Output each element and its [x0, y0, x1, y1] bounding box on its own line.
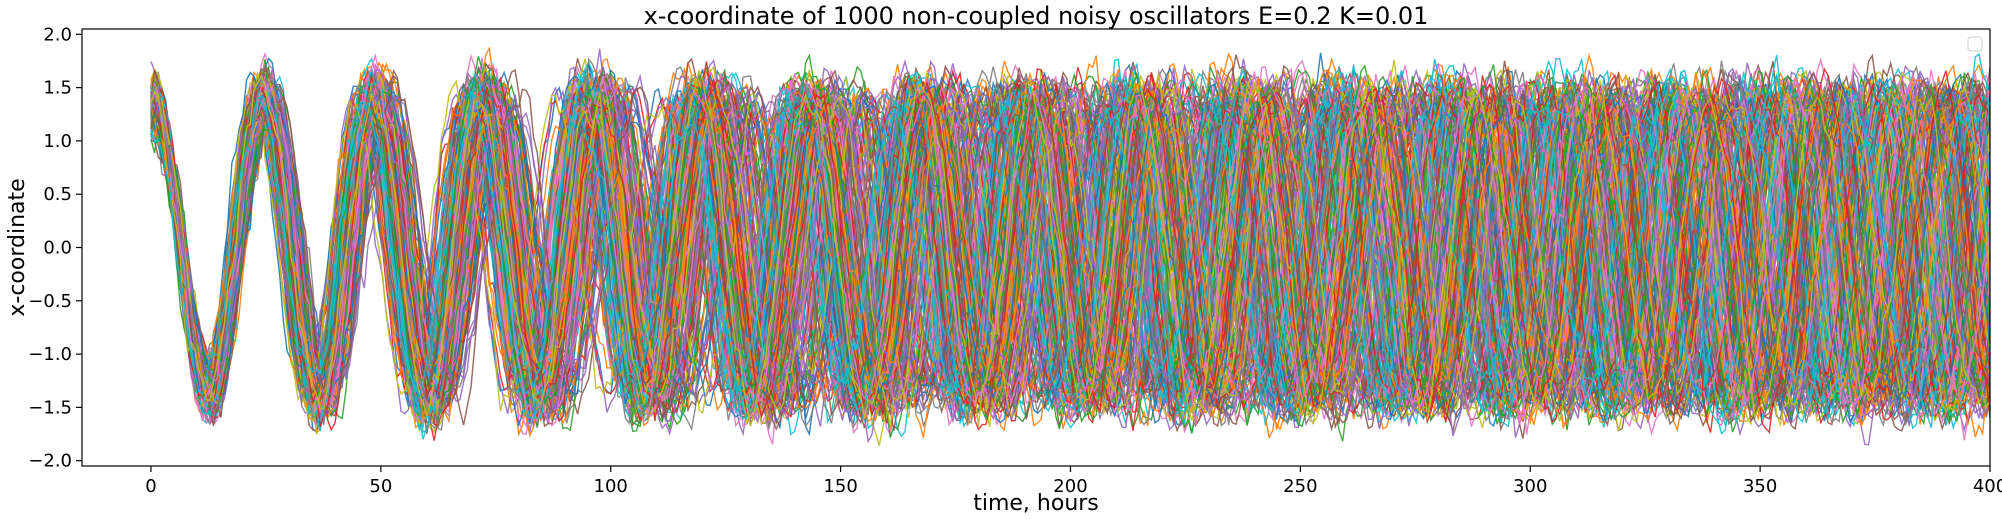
- x-tick-label: 200: [1053, 476, 1087, 497]
- series-line: [150, 90, 1990, 400]
- y-tick-label: 0.0: [43, 238, 72, 259]
- series-line: [150, 67, 1990, 434]
- y-tick-label: −2.0: [28, 451, 72, 472]
- series-line: [150, 55, 1990, 440]
- series-line: [150, 75, 1990, 427]
- series-line: [150, 88, 1990, 411]
- x-tick-label: 50: [369, 476, 392, 497]
- series-line: [150, 53, 1990, 435]
- x-axis-label: time, hours: [973, 491, 1099, 516]
- series-line: [150, 96, 1990, 402]
- x-tick-label: 150: [823, 476, 857, 497]
- y-tick-label: 1.5: [43, 78, 72, 99]
- y-tick-label: −1.0: [28, 344, 72, 365]
- y-tick-label: 2.0: [43, 24, 72, 45]
- series-line: [150, 68, 1990, 427]
- x-axis-ticks: 0 50 100 150 200 250 300 350 400: [145, 466, 2002, 497]
- x-tick-label: 350: [1743, 476, 1777, 497]
- y-tick-label: −0.5: [28, 291, 72, 312]
- x-tick-label: 100: [594, 476, 628, 497]
- series-line: [150, 79, 1990, 423]
- legend-box: [1967, 36, 1983, 52]
- series-line: [150, 82, 1990, 424]
- x-tick-label: 300: [1513, 476, 1547, 497]
- y-tick-label: 0.5: [43, 184, 72, 205]
- y-tick-label: 1.0: [43, 131, 72, 152]
- chart-title: x-coordinate of 1000 non-coupled noisy o…: [644, 2, 1429, 30]
- y-axis-label: x-coordinate: [5, 178, 30, 316]
- x-tick-label: 250: [1283, 476, 1317, 497]
- series-layer: [150, 46, 1990, 446]
- x-tick-label: 400: [1973, 476, 2002, 497]
- series-line: [150, 92, 1990, 419]
- x-tick-label: 0: [145, 476, 156, 497]
- series-line: [150, 57, 1990, 429]
- y-tick-label: −1.5: [28, 397, 72, 418]
- y-axis-ticks: −2.0 −1.5 −1.0 −0.5 0.0 0.5 1.0 1.5 2.0: [28, 24, 82, 472]
